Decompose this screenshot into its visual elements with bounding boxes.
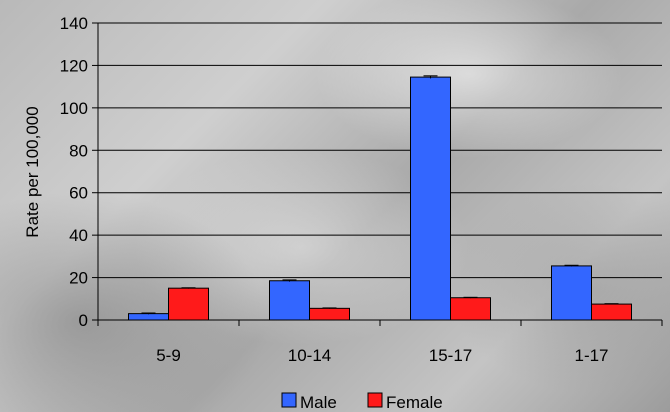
y-tick-label: 40 bbox=[69, 226, 88, 245]
y-tick-label: 20 bbox=[69, 269, 88, 288]
y-ticks: 0 20 40 60 80 100 120 140 bbox=[60, 14, 98, 330]
bar-male-10-14 bbox=[269, 280, 310, 321]
y-tick-label: 60 bbox=[69, 184, 88, 203]
x-tick-label: 10-14 bbox=[288, 346, 331, 365]
bar-male-1-17 bbox=[551, 265, 592, 321]
bars bbox=[128, 75, 632, 321]
x-tick-label: 1-17 bbox=[574, 346, 608, 365]
gridlines bbox=[98, 22, 662, 279]
y-tick-label: 0 bbox=[79, 311, 88, 330]
legend-label-female: Female bbox=[386, 393, 443, 412]
y-tick-label: 140 bbox=[60, 14, 88, 33]
y-tick-label: 80 bbox=[69, 141, 88, 160]
x-tick-label: 5-9 bbox=[156, 346, 181, 365]
legend-swatch-female bbox=[367, 392, 383, 408]
bar-male-15-17 bbox=[410, 76, 451, 321]
y-tick-label: 100 bbox=[60, 99, 88, 118]
x-ticks: 5-9 10-14 15-17 1-17 bbox=[97, 320, 663, 365]
legend: Male Female bbox=[281, 392, 443, 412]
y-tick-label: 120 bbox=[60, 56, 88, 75]
legend-label-male: Male bbox=[300, 393, 337, 412]
bar-female-15-17 bbox=[450, 297, 491, 321]
bar-female-5-9 bbox=[168, 287, 209, 321]
legend-swatch-male bbox=[281, 392, 297, 408]
x-tick-label: 15-17 bbox=[429, 346, 472, 365]
bar-female-10-14 bbox=[309, 307, 350, 321]
y-axis-title: Rate per 100,000 bbox=[23, 106, 42, 237]
bar-female-1-17 bbox=[591, 303, 632, 321]
bar-male-5-9 bbox=[128, 313, 169, 321]
